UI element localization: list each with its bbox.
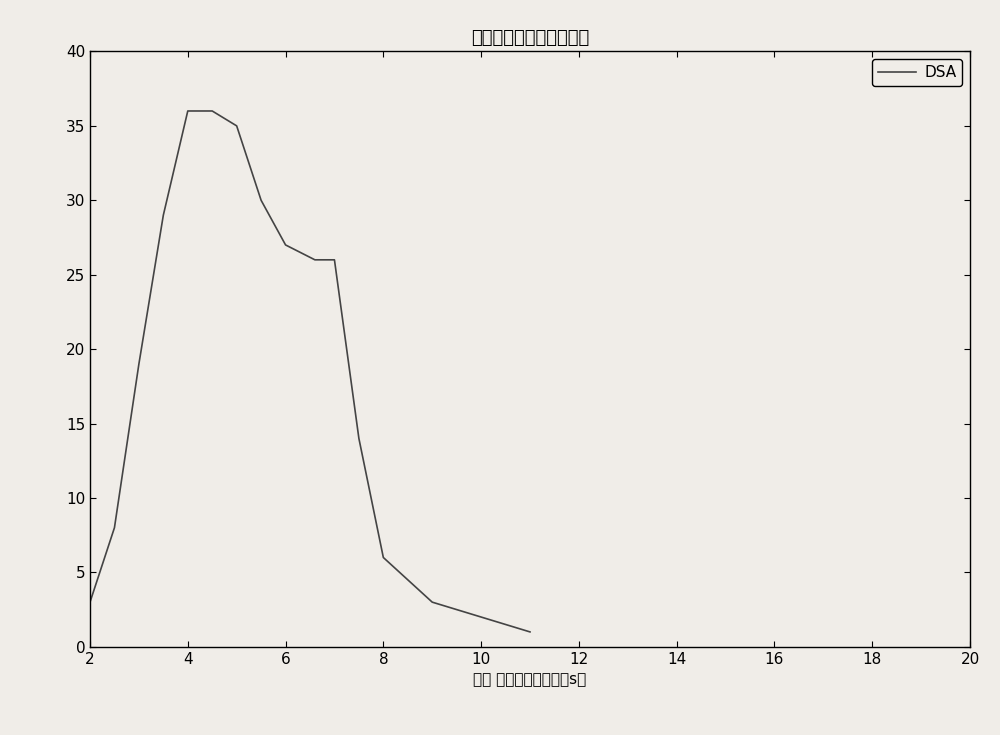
DSA: [475, 613, 487, 622]
DSA: [280, 240, 292, 249]
DSA: [309, 256, 321, 265]
DSA: [294, 248, 306, 257]
Title: 平均（再泡和持续时间）: 平均（再泡和持续时间）: [471, 29, 589, 47]
DSA: [182, 107, 194, 115]
DSA: [206, 107, 218, 115]
DSA: [231, 121, 243, 130]
DSA: [524, 628, 536, 637]
DSA: [133, 359, 145, 368]
DSA: [426, 598, 438, 606]
DSA: [451, 605, 463, 614]
DSA: [328, 256, 340, 265]
Line: DSA: DSA: [90, 111, 530, 632]
DSA: [500, 620, 512, 629]
DSA: [108, 523, 120, 532]
DSA: [402, 576, 414, 584]
DSA: [353, 434, 365, 442]
X-axis label: 平均 再泡和持续时间（s）: 平均 再泡和持续时间（s）: [473, 673, 587, 687]
DSA: [255, 196, 267, 204]
Legend: DSA: DSA: [872, 59, 962, 86]
DSA: [157, 211, 169, 220]
DSA: [377, 553, 389, 562]
DSA: [84, 598, 96, 606]
